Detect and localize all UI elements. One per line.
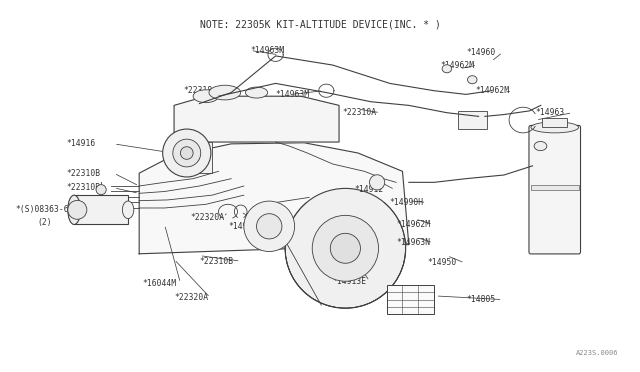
Bar <box>74 195 128 224</box>
Ellipse shape <box>68 195 81 224</box>
Text: *14963M: *14963M <box>250 46 284 55</box>
Ellipse shape <box>209 85 241 100</box>
Polygon shape <box>174 96 339 142</box>
Circle shape <box>173 139 201 167</box>
Circle shape <box>257 214 282 239</box>
Text: (2): (2) <box>38 218 52 227</box>
Text: *22320A: *22320A <box>190 213 224 222</box>
Ellipse shape <box>122 201 134 219</box>
Text: *14962M: *14962M <box>440 61 475 70</box>
FancyBboxPatch shape <box>529 125 580 254</box>
Bar <box>387 285 434 314</box>
Circle shape <box>330 233 360 263</box>
Text: *22310B: *22310B <box>200 257 234 266</box>
Text: *14961: *14961 <box>333 247 362 256</box>
Circle shape <box>369 175 385 190</box>
Text: *14962M: *14962M <box>396 220 430 229</box>
Text: *22310A: *22310A <box>342 108 376 117</box>
Bar <box>174 142 212 173</box>
Circle shape <box>180 147 193 159</box>
Text: *14962M: *14962M <box>476 86 509 95</box>
Ellipse shape <box>246 87 268 98</box>
Ellipse shape <box>442 65 452 73</box>
Text: *14990H: *14990H <box>390 198 424 207</box>
Text: *14912: *14912 <box>355 185 384 194</box>
Bar <box>458 111 486 129</box>
Circle shape <box>68 201 87 219</box>
Text: *22310B: *22310B <box>66 169 100 178</box>
Text: *(S)08363-62538: *(S)08363-62538 <box>15 205 88 214</box>
Text: *14913E: *14913E <box>333 277 367 286</box>
Circle shape <box>285 188 406 308</box>
Ellipse shape <box>534 141 547 151</box>
Circle shape <box>179 143 207 170</box>
Circle shape <box>312 215 378 281</box>
Text: *14950: *14950 <box>428 259 457 267</box>
Circle shape <box>163 129 211 177</box>
Text: *14963M: *14963M <box>276 90 310 99</box>
Text: *14963: *14963 <box>536 108 565 117</box>
Text: *22310B: *22310B <box>66 183 100 192</box>
Circle shape <box>244 201 294 251</box>
Text: *22318: *22318 <box>184 86 213 95</box>
Text: *14805: *14805 <box>466 295 495 304</box>
Text: *14912E: *14912E <box>228 222 262 231</box>
Bar <box>542 118 568 127</box>
Ellipse shape <box>467 76 477 84</box>
Text: A223S.0006: A223S.0006 <box>576 350 618 356</box>
Circle shape <box>187 150 200 163</box>
Text: *22320A: *22320A <box>174 293 208 302</box>
Text: NOTE: 22305K KIT-ALTITUDE DEVICE(INC. * ): NOTE: 22305K KIT-ALTITUDE DEVICE(INC. * … <box>200 19 440 29</box>
Text: *14960: *14960 <box>466 48 495 57</box>
Ellipse shape <box>531 122 579 133</box>
Circle shape <box>96 185 106 195</box>
Text: *16044M: *16044M <box>142 279 177 288</box>
Polygon shape <box>139 143 409 254</box>
Bar <box>531 185 579 190</box>
Text: *14916: *14916 <box>66 140 95 148</box>
Text: *14963N: *14963N <box>396 238 430 247</box>
Ellipse shape <box>193 90 218 103</box>
